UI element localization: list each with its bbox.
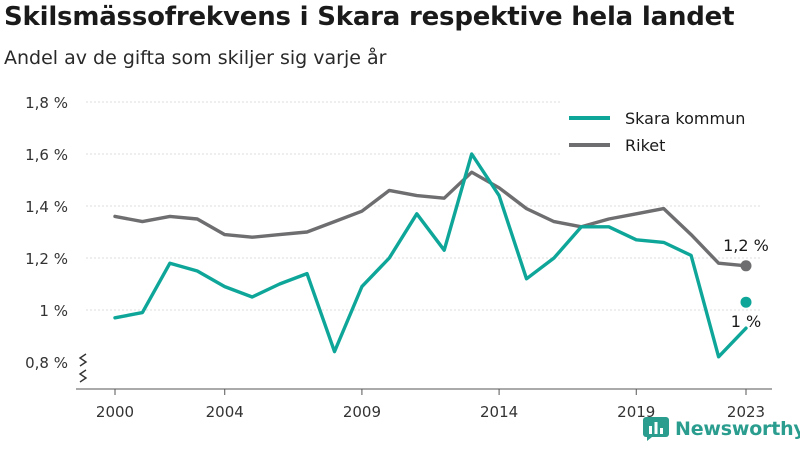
y-tick-label: 1,6 % — [25, 146, 68, 164]
legend-label: Riket — [625, 136, 665, 155]
x-tick-label: 2009 — [343, 403, 381, 421]
y-tick-label: 1,8 % — [25, 94, 68, 112]
series-endpoint-riket — [740, 260, 752, 272]
newsworthy-brand: Newsworthy — [643, 417, 800, 441]
data-labels: 1,2 % 1 % — [723, 236, 769, 331]
end-label-riket: 1,2 % — [723, 236, 769, 255]
series-endpoint-skara — [740, 296, 752, 308]
series-line-skara — [113, 152, 748, 359]
x-tick-label: 2004 — [206, 403, 244, 421]
axis-break-icon — [78, 353, 88, 383]
legend: Skara kommun Riket — [560, 100, 766, 156]
brand-name: Newsworthy — [675, 418, 800, 440]
y-tick-label: 0,8 % — [25, 354, 68, 372]
series-lines — [113, 152, 752, 359]
newsworthy-logo-icon — [643, 417, 669, 441]
x-tick-label: 2019 — [617, 403, 655, 421]
x-tick-label: 2000 — [96, 403, 134, 421]
y-tick-label: 1,4 % — [25, 198, 68, 216]
y-tick-label: 1,2 % — [25, 250, 68, 268]
y-tick-label: 1 % — [39, 302, 68, 320]
axes: 0,8 % 1 % 1,2 % 1,4 % 1,6 % 1,8 % 2000 2004 2009… — [25, 94, 772, 421]
grid-lines — [86, 101, 762, 311]
x-tick-label: 2014 — [480, 403, 518, 421]
x-tick-label: 2023 — [727, 403, 765, 421]
chart-title: Skilsmässofrekvens i Skara respektive he… — [4, 2, 735, 32]
legend-label: Skara kommun — [625, 109, 745, 128]
chart-subtitle: Andel av de gifta som skiljer sig varje … — [4, 47, 387, 69]
end-label-skara: 1 % — [731, 312, 761, 331]
series-line-riket — [113, 170, 748, 268]
